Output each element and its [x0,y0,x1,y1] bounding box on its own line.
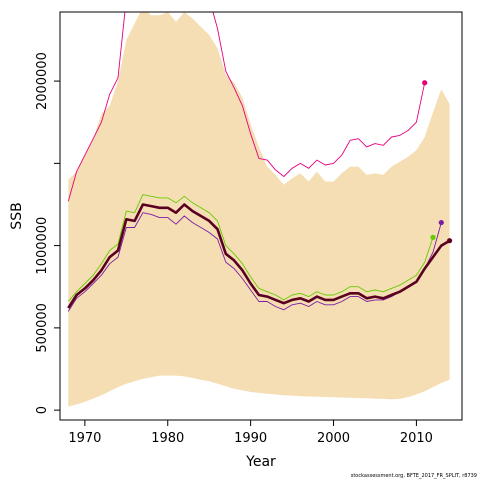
plot-area [67,12,453,407]
footnote: stockassessment.org, BFTE_2017_FR_SPLIT,… [351,473,477,479]
series-line-2 [67,212,442,312]
x-tick-label-1980: 1980 [151,431,184,446]
x-tick-label-1970: 1970 [68,431,101,446]
x-tick-label-2010: 2010 [400,431,433,446]
y-axis-title: SSB [9,202,25,229]
series-line-0 [67,12,426,202]
plot-frame [59,11,463,421]
series-end-point-3 [446,238,453,244]
y-axis: 0 500000 1000000 2000000 [35,52,60,414]
series-line-1 [67,194,434,302]
x-tick-label-2000: 2000 [317,431,350,446]
series-line-3 [67,203,451,309]
series-end-point-2 [438,219,444,226]
series-end-point-1 [430,234,436,240]
y-tick-label-500000: 500000 [35,303,50,353]
x-tick-label-1990: 1990 [234,431,267,446]
series-end-point-0 [422,80,428,86]
confidence-band [68,12,450,407]
x-axis: 1970 1980 1990 2000 2010 [68,420,433,446]
y-tick-label-0: 0 [35,406,50,414]
y-tick-label-2000000: 2000000 [35,52,50,110]
y-tick-label-1000000: 1000000 [35,217,50,275]
x-axis-title: Year [245,454,276,470]
